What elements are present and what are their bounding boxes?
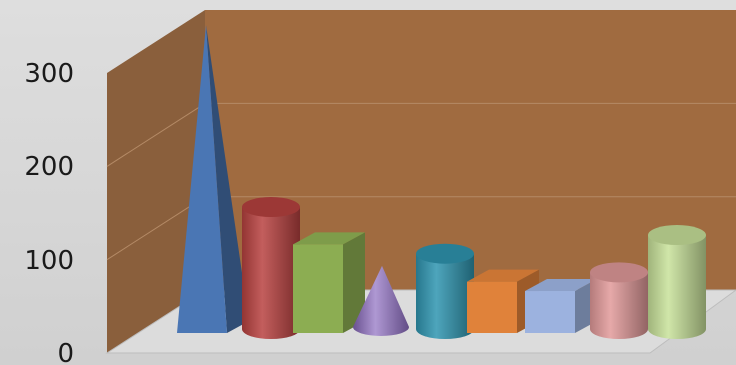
- side-wall: [107, 10, 205, 353]
- bar-1: [177, 25, 249, 334]
- chart-marks: [177, 25, 706, 339]
- gridline: [106, 102, 206, 167]
- y-tick-label: 200: [24, 152, 74, 182]
- y-tick-label: 100: [24, 246, 74, 276]
- bar-4: [353, 265, 409, 336]
- bar-5: [416, 243, 474, 339]
- bar-2: [242, 197, 300, 339]
- gridline: [106, 196, 206, 261]
- bar-3: [293, 232, 365, 333]
- gridlines: [106, 102, 736, 261]
- back-wall: [205, 10, 736, 290]
- y-tick-label: 300: [24, 59, 74, 89]
- bar-8: [590, 262, 648, 339]
- y-axis-ticks: 0 100 200 300: [24, 59, 74, 365]
- bar-9: [648, 225, 706, 339]
- bar-7: [525, 279, 597, 333]
- y-tick-label: 0: [57, 339, 74, 365]
